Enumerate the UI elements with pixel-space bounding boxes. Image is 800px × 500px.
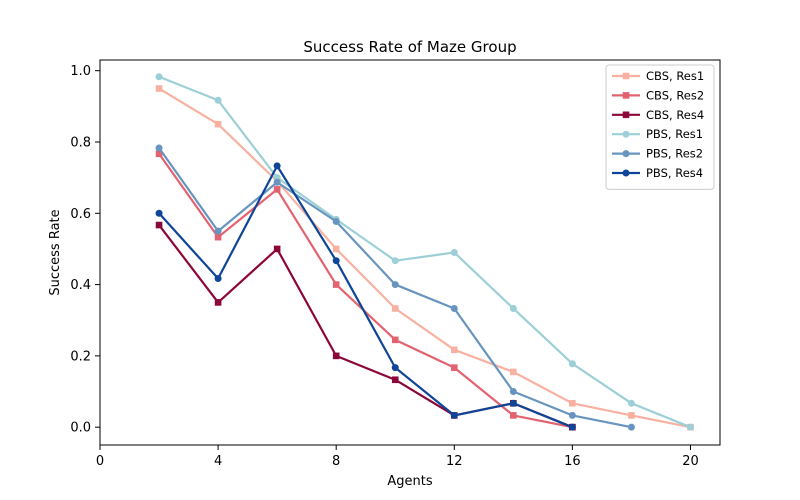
y-tick-label: 0.0 <box>70 421 91 436</box>
data-point <box>509 388 517 396</box>
y-tick-label: 1.0 <box>70 64 91 79</box>
legend-item: PBS, Res4 <box>612 166 703 180</box>
data-point <box>273 178 281 186</box>
data-point <box>155 144 163 152</box>
data-point <box>391 364 399 372</box>
data-point <box>391 336 399 344</box>
data-point <box>568 360 576 368</box>
legend-label: CBS, Res1 <box>646 69 704 83</box>
data-point <box>273 186 281 193</box>
x-tick-label: 20 <box>682 454 699 469</box>
data-point <box>450 364 458 371</box>
legend-label: PBS, Res2 <box>646 147 703 161</box>
data-point <box>509 304 517 312</box>
data-point <box>214 299 222 306</box>
data-point <box>214 120 222 128</box>
data-point <box>155 221 163 229</box>
legend-swatch-marker <box>622 92 630 99</box>
legend-label: CBS, Res2 <box>646 88 704 102</box>
data-point <box>569 399 576 407</box>
data-point <box>332 245 340 253</box>
data-point <box>391 305 399 312</box>
x-tick-label: 16 <box>564 454 581 469</box>
data-point <box>450 249 458 256</box>
x-axis: 0 4 8 12 16 20 <box>96 445 699 469</box>
data-point <box>509 399 517 407</box>
data-point <box>391 281 399 289</box>
data-point <box>391 376 399 384</box>
legend-label: PBS, Res1 <box>646 127 703 141</box>
series-line <box>158 164 573 429</box>
legend-item: PBS, Res2 <box>612 147 703 161</box>
data-point <box>568 423 576 431</box>
legend-swatch-marker <box>622 111 630 119</box>
series-line <box>158 224 573 429</box>
data-point <box>155 73 163 81</box>
legend-label: CBS, Res4 <box>646 108 704 122</box>
data-point <box>214 227 222 235</box>
data-point <box>510 368 517 376</box>
legend-swatch-marker <box>622 150 630 158</box>
data-point <box>155 85 163 92</box>
legend-item: CBS, Res1 <box>612 69 704 83</box>
data-point <box>627 423 635 431</box>
legend-label: PBS, Res4 <box>646 166 703 180</box>
data-point <box>450 304 458 312</box>
x-tick-label: 8 <box>332 454 340 469</box>
x-axis-label: Agents <box>387 474 432 489</box>
legend-item: PBS, Res1 <box>612 127 703 141</box>
data-point <box>273 162 281 170</box>
y-axis: 0.0 0.2 0.4 0.6 0.8 1.0 <box>70 64 100 436</box>
x-tick-label: 0 <box>96 454 104 469</box>
legend-item: CBS, Res2 <box>612 88 704 102</box>
series-layer <box>155 73 694 431</box>
y-axis-label: Success Rate <box>48 209 63 295</box>
y-tick-label: 0.6 <box>70 207 91 222</box>
data-point <box>510 412 517 419</box>
data-point <box>155 150 163 158</box>
series-line <box>158 75 691 429</box>
y-tick-label: 0.4 <box>70 278 91 293</box>
plot-frame <box>99 59 721 446</box>
data-point <box>568 411 576 419</box>
data-point <box>155 209 163 217</box>
y-tick-label: 0.2 <box>70 349 91 364</box>
data-point <box>332 257 340 265</box>
data-point <box>332 217 340 225</box>
data-point <box>627 399 635 407</box>
legend: CBS, Res1 CBS, Res2 CBS, Res4 PBS, Res1 PBS,… <box>605 64 715 190</box>
data-point <box>686 423 694 431</box>
data-point <box>214 275 222 283</box>
series-pbs-res4 <box>155 162 576 431</box>
legend-item: CBS, Res4 <box>612 108 704 122</box>
x-tick-label: 4 <box>214 454 222 469</box>
legend-swatch-marker <box>622 72 630 80</box>
y-tick-label: 0.8 <box>70 135 91 150</box>
legend-swatch-marker <box>622 169 630 177</box>
data-point <box>628 412 635 419</box>
data-point <box>391 257 399 265</box>
data-point <box>450 346 458 354</box>
data-point <box>214 96 222 104</box>
data-point <box>450 411 458 419</box>
series-line <box>158 87 691 429</box>
data-point <box>273 245 281 253</box>
chart-title: Success Rate of Maze Group <box>303 38 516 56</box>
legend-swatch-marker <box>622 130 630 138</box>
data-point <box>214 233 222 241</box>
data-point <box>332 352 340 360</box>
x-tick-label: 12 <box>446 454 463 469</box>
series-pbs-res2 <box>155 144 635 431</box>
data-point <box>332 281 340 288</box>
